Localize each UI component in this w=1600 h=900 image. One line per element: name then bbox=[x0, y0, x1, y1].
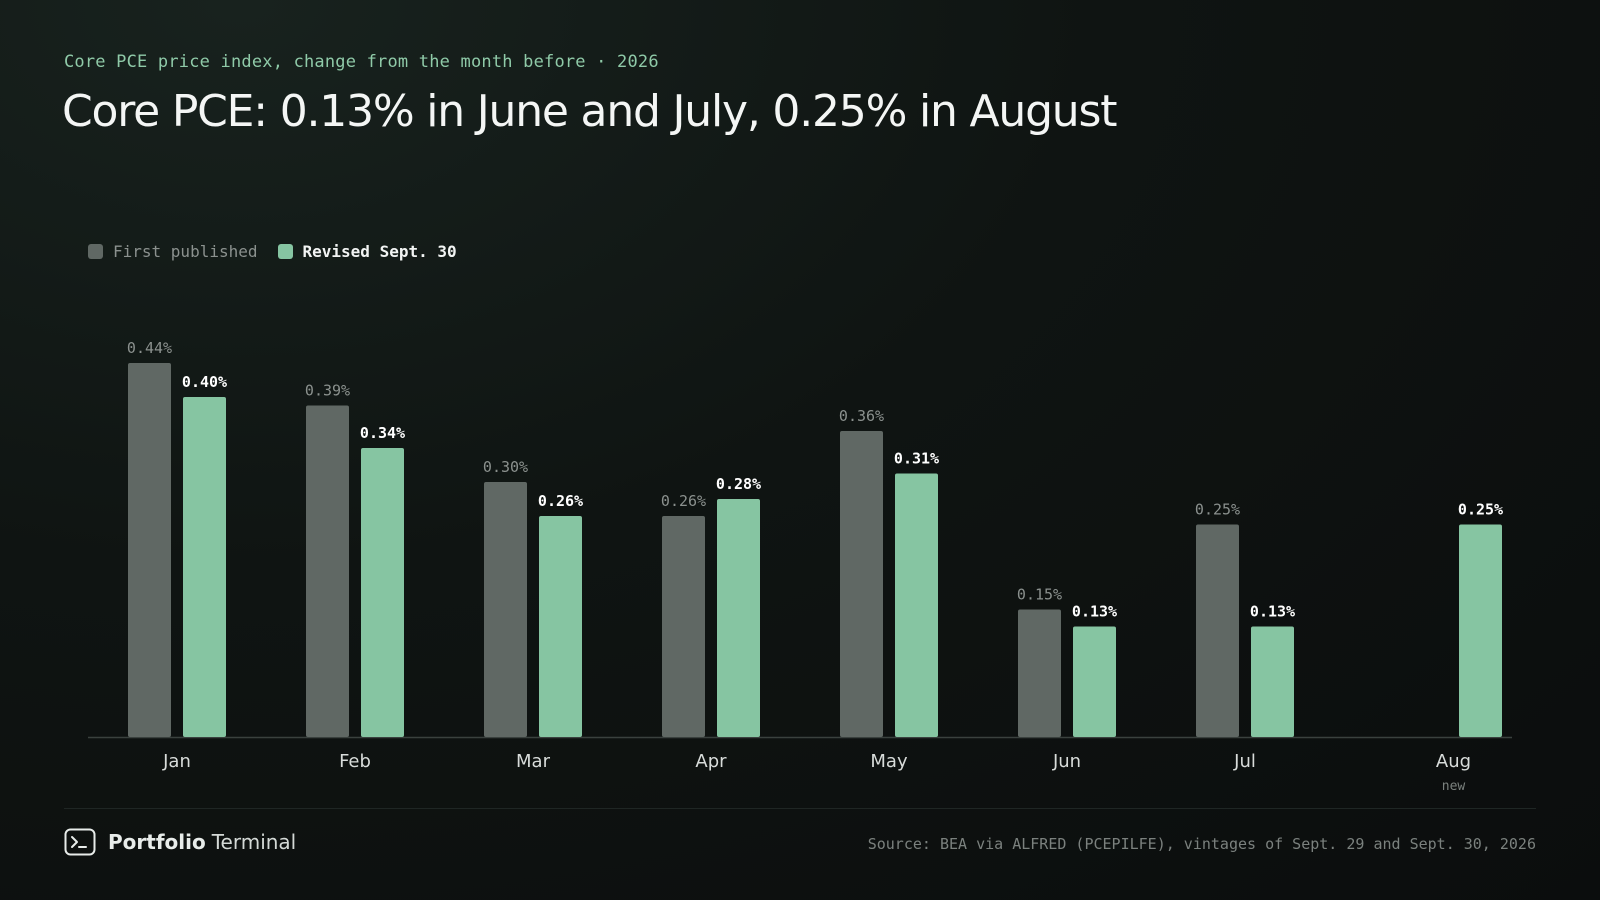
data-label-first-published-feb: 0.39% bbox=[305, 382, 350, 400]
x-tick-label-jun: Jun bbox=[1052, 751, 1081, 772]
data-label-first-published-apr: 0.26% bbox=[661, 492, 706, 510]
bar-first-published-may bbox=[840, 431, 883, 737]
bar-revised-mar bbox=[539, 516, 582, 737]
data-label-revised-jan: 0.40% bbox=[182, 373, 227, 391]
data-label-revised-may: 0.31% bbox=[894, 450, 939, 468]
bar-revised-may bbox=[895, 473, 938, 737]
brand-name-strong: Portfolio bbox=[108, 830, 206, 854]
data-label-revised-mar: 0.26% bbox=[538, 492, 583, 510]
x-tick-label-mar: Mar bbox=[516, 751, 551, 772]
x-tick-label-jan: Jan bbox=[162, 751, 191, 772]
bar-first-published-apr bbox=[662, 516, 705, 737]
data-label-revised-jun: 0.13% bbox=[1072, 603, 1117, 621]
chart-title: Core PCE: 0.13% in June and July, 0.25% … bbox=[62, 86, 1117, 137]
legend-swatch-revised bbox=[277, 244, 293, 259]
bar-first-published-jun bbox=[1018, 609, 1061, 737]
data-label-first-published-jun: 0.15% bbox=[1017, 586, 1062, 604]
bar-chart: 0.44% 0.40% Jan 0.39% 0.34% Feb 0.30% 0.26% Mar 0… bbox=[88, 339, 1512, 794]
bar-revised-jan bbox=[183, 397, 226, 737]
bar-first-published-feb bbox=[306, 405, 349, 737]
legend-item-first-published: First published bbox=[88, 242, 258, 261]
x-tick-label-jul: Jul bbox=[1233, 751, 1256, 772]
legend-label-revised: Revised Sept. 30 bbox=[302, 242, 457, 261]
source-note: Source: BEA via ALFRED (PCEPILFE), vinta… bbox=[867, 835, 1536, 853]
x-tick-label-feb: Feb bbox=[339, 751, 371, 772]
bar-first-published-mar bbox=[484, 482, 527, 737]
legend-label-first-published: First published bbox=[113, 242, 258, 261]
chart-legend: First published Revised Sept. 30 bbox=[88, 242, 477, 261]
data-label-first-published-mar: 0.30% bbox=[483, 458, 528, 476]
bar-revised-aug bbox=[1459, 524, 1502, 737]
bar-revised-feb bbox=[361, 448, 404, 737]
data-label-revised-apr: 0.28% bbox=[716, 475, 761, 493]
data-label-first-published-jan: 0.44% bbox=[127, 339, 172, 357]
x-tick-label-aug: Aug bbox=[1436, 751, 1471, 772]
x-tick-label-apr: Apr bbox=[695, 751, 727, 772]
terminal-icon bbox=[64, 828, 96, 856]
data-label-first-published-may: 0.36% bbox=[839, 407, 884, 425]
brand: Portfolio Terminal bbox=[64, 828, 296, 856]
bar-first-published-jul bbox=[1196, 524, 1239, 737]
x-tick-label-may: May bbox=[870, 751, 908, 772]
legend-swatch-first-published bbox=[88, 244, 103, 259]
brand-name-light: Terminal bbox=[211, 830, 297, 854]
x-tick-note-aug: new bbox=[1442, 779, 1466, 794]
data-label-revised-jul: 0.13% bbox=[1250, 603, 1295, 621]
bar-revised-apr bbox=[717, 499, 760, 737]
bar-revised-jul bbox=[1251, 626, 1294, 737]
footer-divider bbox=[64, 808, 1536, 809]
chart-subtitle: Core PCE price index, change from the mo… bbox=[64, 52, 659, 72]
data-label-revised-aug: 0.25% bbox=[1458, 501, 1503, 519]
data-label-first-published-jul: 0.25% bbox=[1195, 501, 1240, 519]
legend-item-revised: Revised Sept. 30 bbox=[277, 242, 457, 261]
data-label-revised-feb: 0.34% bbox=[360, 424, 405, 442]
bar-revised-jun bbox=[1073, 626, 1116, 737]
bar-first-published-jan bbox=[128, 363, 171, 737]
